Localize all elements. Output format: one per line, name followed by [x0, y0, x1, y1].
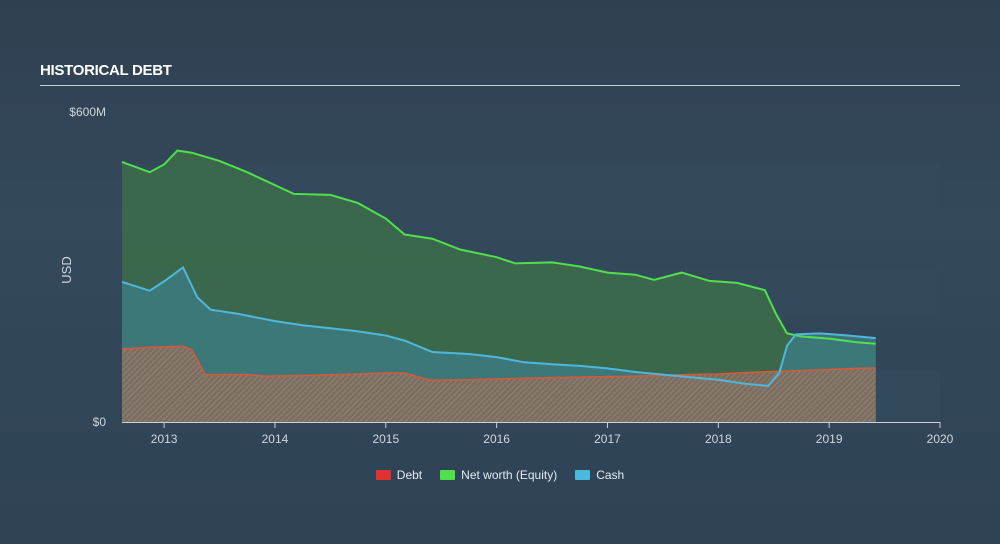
debt-area [122, 346, 876, 422]
x-tick-label: 2015 [372, 432, 399, 446]
title-divider [40, 85, 960, 86]
x-tick-label: 2018 [705, 432, 732, 446]
legend-item-cash[interactable]: Cash [575, 468, 624, 482]
chart-title: HISTORICAL DEBT [40, 62, 172, 79]
series-lines [121, 149, 876, 387]
legend-label-cash: Cash [596, 468, 625, 482]
x-tick-label: 2013 [151, 432, 178, 446]
legend-label-debt: Debt [396, 468, 423, 482]
debt-swatch [375, 470, 391, 480]
x-tick-label: 2014 [262, 432, 289, 446]
y-axis-label: USD [59, 256, 74, 283]
series-areas [122, 150, 876, 422]
legend-item-debt[interactable]: Debt [375, 468, 423, 482]
chart-legend: Debt Net worth (Equity) Cash [0, 468, 1000, 482]
x-tick-label: 2017 [594, 432, 621, 446]
cash-line [121, 265, 876, 387]
axes: 2013 2014 2015 2016 2017 2018 2019 2020 $600M $0 [69, 105, 953, 446]
equity-swatch [440, 470, 456, 480]
cash-swatch [575, 470, 591, 480]
legend-label-equity: Net worth (Equity) [461, 468, 558, 482]
x-tick-label: 2020 [927, 432, 954, 446]
y-tick-label: $600M [69, 105, 106, 119]
equity-line [121, 149, 876, 345]
x-tick-label: 2019 [816, 432, 843, 446]
y-tick-label: $0 [93, 415, 107, 429]
x-tick-label: 2016 [483, 432, 510, 446]
legend-item-equity[interactable]: Net worth (Equity) [440, 468, 557, 482]
debt-line [121, 345, 876, 382]
